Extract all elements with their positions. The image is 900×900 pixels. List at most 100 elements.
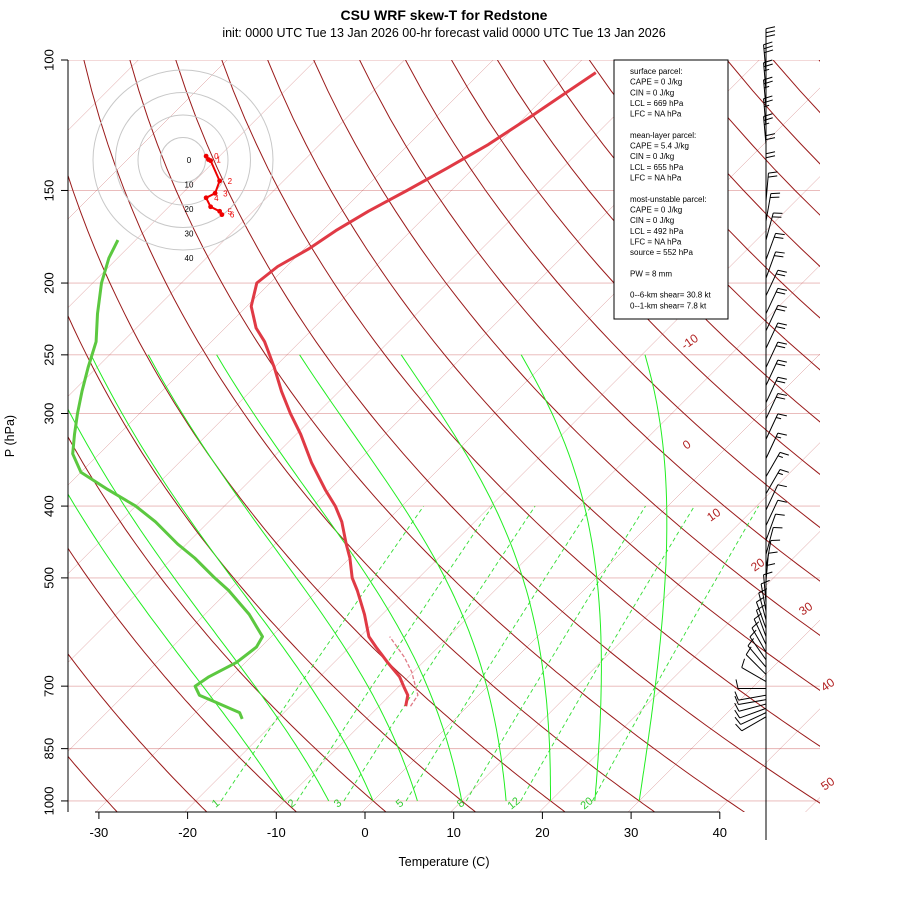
wind-barb-shaft (765, 452, 781, 477)
hodograph-ring-label: 10 (185, 181, 194, 190)
isotherm-label: 40 (818, 675, 837, 694)
isotherm-line (68, 60, 228, 220)
wind-barb-feather (776, 396, 786, 400)
hodograph-km-label: 3 (223, 189, 228, 198)
moist-adiabat (638, 354, 668, 801)
wind-barb-feather (734, 691, 739, 701)
index-line: CIN = 0 J/kg (630, 152, 674, 161)
index-line: CAPE = 0 J/kg (630, 205, 682, 214)
dry-adiabat (68, 435, 387, 812)
isotherm-label: 20 (748, 555, 767, 574)
wind-barb-shaft (751, 627, 767, 653)
wind-barb-half-feather (764, 122, 770, 125)
wind-barb-shaft (758, 592, 767, 621)
isotherms (68, 60, 820, 812)
wind-barb-feather (763, 45, 773, 50)
isotherm-line (539, 531, 820, 812)
wind-barb-feather (777, 413, 787, 417)
dry-adiabat (221, 60, 820, 747)
wind-barb-shaft (765, 233, 777, 260)
wind-barb-shaft (765, 527, 774, 555)
moist-adiabat (216, 354, 463, 802)
wind-barb-shaft (738, 699, 767, 706)
y-tick-label: 300 (41, 403, 56, 425)
hodograph-point (203, 195, 209, 201)
wind-barb-shaft (747, 645, 767, 668)
y-tick-label: 500 (41, 567, 56, 589)
hodograph-point (217, 208, 223, 214)
wind-barb-feather (765, 151, 776, 155)
wind-barb-shaft (765, 469, 781, 495)
wind-barb-shaft (749, 636, 767, 661)
moist-adiabat (90, 354, 374, 802)
dry-adiabat (405, 60, 820, 529)
index-line: LCL = 492 hPa (630, 227, 684, 236)
wind-barb-shaft (765, 322, 779, 349)
wind-barb-shaft (738, 694, 767, 701)
y-tick-label: 200 (41, 272, 56, 294)
wind-barb-shaft (765, 393, 779, 420)
wind-barb-shaft (765, 500, 779, 526)
wind-barb-feather (776, 291, 786, 295)
y-tick-label: 1000 (41, 786, 56, 815)
chart-subtitle: init: 0000 UTC Tue 13 Jan 2026 00-hr for… (222, 26, 665, 40)
wind-barb-shaft (765, 251, 777, 279)
y-tick-label: 250 (41, 344, 56, 366)
wind-barb-shaft (755, 601, 767, 629)
hodograph-point (217, 178, 223, 184)
isotherm-label: 10 (704, 505, 723, 524)
y-tick-label: 400 (41, 495, 56, 517)
dry-adiabat (496, 60, 820, 423)
wind-barb-shaft (765, 540, 772, 569)
wind-barb-shaft (763, 62, 767, 91)
wind-barb-shaft (765, 359, 779, 386)
mixing-ratio-lines (220, 505, 759, 802)
index-line: LFC = NA hPa (630, 110, 682, 119)
hodograph-ring (160, 137, 206, 183)
isotherm-label: 0 (680, 437, 694, 452)
wind-barb-shaft (765, 270, 779, 296)
index-line: LCL = 655 hPa (630, 163, 684, 172)
wind-barb-feather (734, 702, 740, 712)
hodograph-ring-label: 30 (185, 230, 194, 239)
hodograph-ring (92, 69, 274, 251)
x-tick-label: 30 (624, 825, 638, 840)
sounding-profiles (71, 71, 597, 720)
wind-barb-shaft (765, 193, 772, 222)
wind-barb-feather (776, 363, 786, 367)
moist-adiabat (299, 354, 507, 801)
wind-barb-feather (765, 34, 776, 38)
hodograph-point (219, 212, 225, 218)
index-line: most-unstable parcel: (630, 195, 706, 204)
mixing-ratio-label: 2 (286, 797, 298, 810)
wind-barb-feather (779, 451, 789, 456)
hodograph-point (208, 158, 214, 164)
wind-barbs (734, 26, 789, 840)
wind-barb-shaft (765, 413, 779, 440)
isotherm-label: 30 (796, 599, 815, 618)
wind-barb-feather (734, 709, 741, 719)
index-line: source = 552 hPa (630, 248, 693, 257)
mixing-ratio-label: 12 (506, 795, 523, 812)
wind-barb-feather (774, 255, 784, 258)
hodograph-ring-label: 20 (185, 205, 194, 214)
isotherm-line (716, 708, 820, 812)
wind-barb-feather (749, 629, 757, 638)
wind-barb-feather (776, 308, 786, 312)
x-tick-label: -20 (178, 825, 197, 840)
wind-barb-feather (768, 171, 778, 174)
wind-barb-half-feather (777, 472, 783, 476)
mixing-ratio-label: 3 (332, 797, 344, 810)
mixing-ratio-line (296, 505, 493, 802)
mixing-ratio-label: 5 (394, 797, 406, 810)
hodograph-km-label: 4 (214, 194, 219, 203)
wind-barb-feather (765, 26, 776, 30)
isotherm-line (805, 797, 820, 812)
wind-barb-feather (765, 30, 776, 34)
wind-barb-feather (777, 484, 787, 488)
wind-barb-shaft (738, 703, 767, 712)
moist-adiabat (520, 354, 602, 801)
